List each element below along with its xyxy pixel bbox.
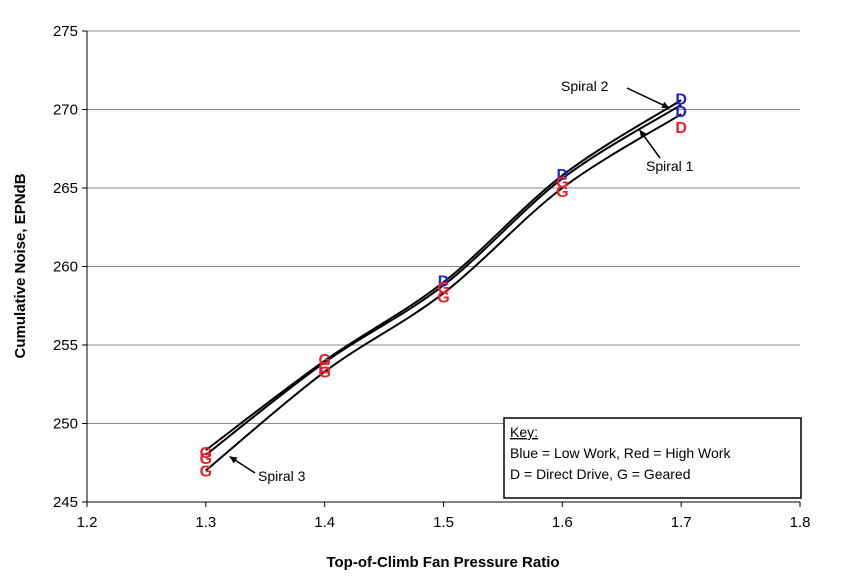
y-tick-labels: 245 250 255 260 265 270 275 bbox=[53, 23, 87, 511]
data-marker: D bbox=[438, 274, 450, 291]
data-marker: G bbox=[437, 289, 449, 306]
x-tick-labels: 1.2 1.3 1.4 1.5 1.6 1.7 1.8 bbox=[77, 502, 811, 531]
data-marker: G bbox=[318, 365, 330, 382]
annotation-arrowhead bbox=[229, 456, 238, 464]
x-tick-label: 1.3 bbox=[195, 514, 216, 531]
x-tick-label: 1.4 bbox=[314, 514, 335, 531]
data-marker: G bbox=[318, 360, 330, 377]
y-tick-label: 255 bbox=[53, 337, 78, 354]
annotation-arrowhead bbox=[639, 129, 647, 138]
data-marker: G bbox=[556, 184, 568, 201]
x-axis-title: Top-of-Climb Fan Pressure Ratio bbox=[326, 554, 559, 571]
y-tick-label: 245 bbox=[53, 494, 78, 511]
data-marker: D bbox=[557, 167, 569, 184]
x-tick-label: 1.5 bbox=[433, 514, 454, 531]
y-tick-label: 265 bbox=[53, 180, 78, 197]
data-marker: G bbox=[200, 445, 212, 462]
data-marker: G bbox=[200, 451, 212, 468]
data-marker: D bbox=[675, 92, 687, 109]
key-box: Key: Blue = Low Work, Red = High Work D … bbox=[503, 417, 802, 499]
data-marker: G bbox=[318, 352, 330, 369]
key-line-1: Blue = Low Work, Red = High Work bbox=[510, 445, 731, 461]
annotation-leader bbox=[626, 87, 670, 109]
data-marker: D bbox=[675, 104, 687, 121]
y-tick-label: 250 bbox=[53, 416, 78, 433]
data-marker: G bbox=[200, 464, 212, 481]
annotation-label: Spiral 3 bbox=[258, 468, 306, 484]
key-border bbox=[503, 417, 802, 499]
data-marker: G bbox=[556, 175, 568, 192]
x-tick-label: 1.6 bbox=[552, 514, 573, 531]
series-line-3 bbox=[205, 99, 682, 451]
data-marker: G bbox=[437, 280, 449, 297]
series-line-1 bbox=[205, 113, 682, 472]
key-title: Key: bbox=[510, 424, 538, 440]
annotation-arrowhead bbox=[661, 101, 670, 109]
y-tick-label: 270 bbox=[53, 102, 78, 119]
x-tick-label: 1.8 bbox=[790, 514, 811, 531]
annotation-label: Spiral 1 bbox=[646, 158, 694, 174]
series-lines bbox=[205, 99, 682, 472]
y-tick-label: 260 bbox=[53, 259, 78, 276]
key-line-2: D = Direct Drive, G = Geared bbox=[510, 466, 691, 482]
x-tick-label: 1.7 bbox=[671, 514, 692, 531]
annotation-label: Spiral 2 bbox=[561, 78, 609, 94]
grid-lines bbox=[87, 30, 800, 424]
y-tick-label: 275 bbox=[53, 23, 78, 40]
data-marker: D bbox=[675, 120, 687, 137]
series-line-2 bbox=[205, 103, 682, 456]
annotations: Spiral 2 Spiral 1 Spiral 3 bbox=[229, 78, 694, 484]
y-axis-title: Cumulative Noise, EPNdB bbox=[12, 173, 29, 358]
x-tick-label: 1.2 bbox=[77, 514, 98, 531]
